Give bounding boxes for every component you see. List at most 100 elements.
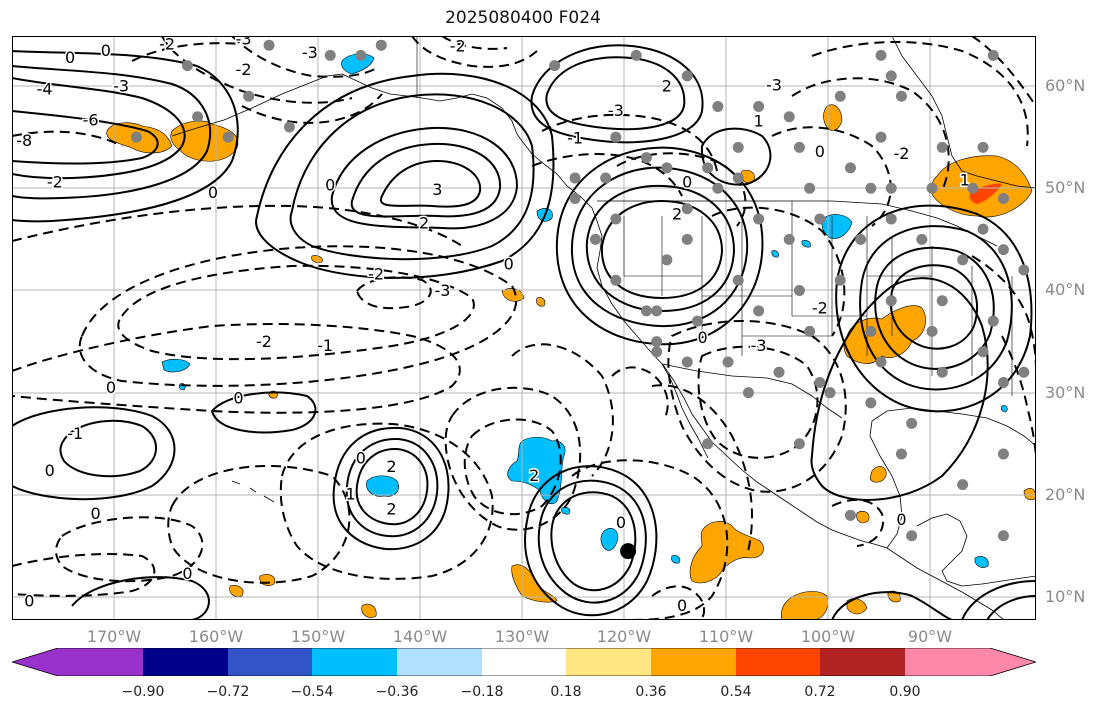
station-dot xyxy=(885,182,897,194)
contour-label: 1 xyxy=(346,484,356,503)
positive-contour xyxy=(12,77,186,180)
station-dot xyxy=(753,213,765,225)
positive-contour xyxy=(961,580,1036,620)
positive-anomaly-area xyxy=(259,574,276,586)
station-dot xyxy=(957,254,969,266)
station-dot xyxy=(895,90,907,102)
colorbar-segment xyxy=(312,648,397,676)
lat-label-50n: 50°N xyxy=(1045,178,1086,197)
station-dot xyxy=(844,509,856,521)
positive-contour xyxy=(585,184,736,313)
positive-contour xyxy=(379,159,482,208)
lon-label-150w: 150°W xyxy=(290,627,346,646)
lat-label-60n: 60°N xyxy=(1045,76,1086,95)
station-dot xyxy=(865,325,877,337)
contour-label: 0 xyxy=(182,564,192,583)
contour-label: -1 xyxy=(67,424,83,443)
station-dot xyxy=(651,346,663,358)
station-dots xyxy=(130,39,1030,542)
contour-label: -1 xyxy=(567,129,583,148)
colorbar-segment xyxy=(905,648,1036,676)
station-dot xyxy=(691,315,703,327)
station-dot xyxy=(844,162,856,174)
station-dot xyxy=(987,49,999,61)
contour-label: 0 xyxy=(101,41,111,60)
positive-contour xyxy=(332,426,450,551)
negative-contour xyxy=(355,276,432,310)
station-dot xyxy=(875,49,887,61)
contour-label: -8 xyxy=(16,131,32,150)
colorbar-segment xyxy=(651,648,736,676)
lon-label-160w: 160°W xyxy=(188,627,244,646)
colorbar-tick-label: 0.54 xyxy=(720,684,752,700)
station-dot xyxy=(753,101,765,113)
contour-labels: -3-3-2-2-30 0-4-6-8-20 302-2-2-30-1-2000-1… xyxy=(15,36,972,616)
contour-label: 0 xyxy=(325,176,335,195)
negative-contour xyxy=(511,343,614,477)
colorbar-segment xyxy=(12,648,143,676)
negative-contour xyxy=(131,42,243,62)
positive-anomaly-area xyxy=(361,603,377,618)
negative-contour xyxy=(12,130,123,147)
negative-contour xyxy=(971,36,1036,107)
station-dot xyxy=(834,274,846,286)
contour-label: 0 xyxy=(356,449,366,468)
lon-label-130w: 130°W xyxy=(494,627,550,646)
positive-contour xyxy=(810,277,989,501)
colorbar-tick-label: 0.72 xyxy=(804,684,836,700)
station-dot xyxy=(732,274,744,286)
lat-label-10n: 10°N xyxy=(1045,587,1086,606)
colorbar-tick-label: 0.90 xyxy=(889,684,921,700)
negative-anomaly-area xyxy=(801,240,811,248)
positive-contour xyxy=(570,166,749,328)
negative-anomaly-area xyxy=(161,358,191,373)
contour-label: 0 xyxy=(45,461,55,480)
contour-label: -3 xyxy=(236,36,252,49)
station-dot xyxy=(804,325,816,337)
station-dot xyxy=(885,295,897,307)
contour-label: 2 xyxy=(529,466,539,485)
negative-contour xyxy=(541,113,718,172)
positive-contour xyxy=(71,576,210,620)
station-dot xyxy=(967,182,979,194)
contour-lines xyxy=(12,44,1036,620)
station-dot xyxy=(355,49,367,61)
negative-contour xyxy=(463,418,562,516)
station-dot xyxy=(997,530,1009,542)
positive-contour xyxy=(537,479,647,604)
contour-label: -3 xyxy=(302,43,318,62)
contour-label: 0 xyxy=(815,142,825,161)
positive-anomaly-area xyxy=(869,466,887,483)
contour-label: -3 xyxy=(434,281,450,300)
contour-label: -1 xyxy=(317,336,333,355)
negative-contour xyxy=(711,206,846,337)
positive-contour xyxy=(874,246,995,370)
station-dot xyxy=(192,111,204,123)
contour-label: 0 xyxy=(616,513,626,532)
station-dot xyxy=(834,90,846,102)
positive-contour xyxy=(986,595,1036,620)
state-borders xyxy=(416,36,1013,396)
map-frame xyxy=(12,36,1036,620)
us-canada-border xyxy=(597,200,998,247)
negative-contour xyxy=(12,323,461,414)
positive-contour xyxy=(831,591,953,620)
contour-label: 0 xyxy=(208,183,218,202)
station-dot xyxy=(783,233,795,245)
negative-contour xyxy=(651,384,753,557)
positive-anomaly-area xyxy=(843,305,926,364)
station-dot xyxy=(773,366,785,378)
contour-label: -3 xyxy=(751,336,767,355)
station-dot xyxy=(997,448,1009,460)
station-dot xyxy=(1018,366,1030,378)
contour-label: 0 xyxy=(504,254,514,273)
contour-label: 1 xyxy=(960,171,970,190)
contour-label: 2 xyxy=(672,204,682,223)
positive-contour xyxy=(345,437,439,538)
station-dot xyxy=(753,305,765,317)
station-dot xyxy=(814,376,826,388)
contour-label: -3 xyxy=(113,77,129,96)
contour-label: -2 xyxy=(368,265,384,284)
colorbar-segment xyxy=(228,648,312,676)
station-dot xyxy=(977,223,989,235)
